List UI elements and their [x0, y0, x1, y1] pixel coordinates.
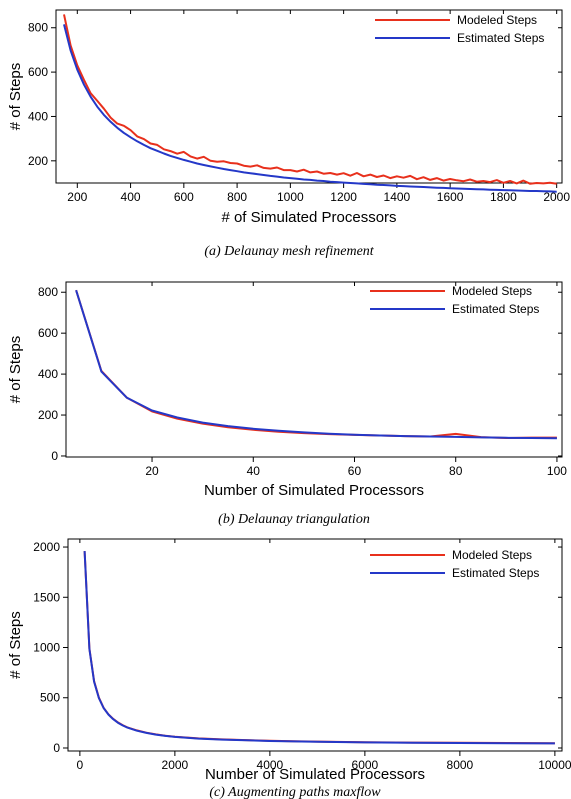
- x-tick-label: 60: [348, 464, 362, 478]
- x-tick-label: 200: [67, 190, 87, 204]
- y-tick-label: 0: [51, 449, 58, 463]
- x-tick-label: 100: [547, 464, 567, 478]
- x-tick-label: 4000: [257, 758, 284, 772]
- y-tick-label: 1500: [33, 590, 60, 604]
- legend-label-estimated: Estimated Steps: [452, 302, 539, 316]
- x-tick-label: 10000: [538, 758, 571, 772]
- x-tick-label: 80: [449, 464, 463, 478]
- x-tick-label: 1000: [277, 190, 304, 204]
- x-tick-label: 1200: [330, 190, 357, 204]
- y-tick-label: 0: [53, 741, 60, 755]
- y-tick-label: 1000: [33, 641, 60, 655]
- y-tick-label: 200: [38, 408, 58, 422]
- x-tick-label: 40: [247, 464, 261, 478]
- x-axis-title: Number of Simulated Processors: [204, 482, 424, 499]
- y-tick-label: 800: [28, 21, 48, 35]
- plot-frame: [65, 281, 563, 458]
- estimated-steps-line: [83, 551, 555, 745]
- chart-panel-3: 0 2000 4000 6000 8000 10000 0 500 1000 1500 2000 Mo…: [7, 538, 571, 799]
- modeled-steps-line: [63, 14, 557, 185]
- x-tick-label: 400: [121, 190, 141, 204]
- x-tick-label: 800: [227, 190, 247, 204]
- y-tick-label: 500: [40, 691, 60, 705]
- figure-caption: (b) Delaunay triangulation: [218, 512, 370, 527]
- y-tick-label: 400: [38, 367, 58, 381]
- figure-caption: (a) Delaunay mesh refinement: [204, 244, 374, 259]
- y-axis-title: # of Steps: [7, 336, 24, 404]
- x-axis-title: Number of Simulated Processors: [205, 766, 425, 783]
- x-tick-label: 20: [145, 464, 159, 478]
- x-tick-label: 8000: [447, 758, 474, 772]
- x-tick-label: 600: [174, 190, 194, 204]
- plot-frame: [55, 9, 563, 184]
- x-tick-label: 2000: [543, 190, 570, 204]
- legend-label-modeled: Modeled Steps: [452, 548, 532, 562]
- chart-panel-2: 20 40 60 80 100 0 200 400 600 800 Modeled Steps Est…: [7, 281, 567, 527]
- x-tick-label: 2000: [162, 758, 189, 772]
- x-axis-title: # of Simulated Processors: [221, 209, 396, 226]
- legend-label-modeled: Modeled Steps: [457, 13, 537, 27]
- y-tick-label: 200: [28, 154, 48, 168]
- x-tick-label: 0: [77, 758, 84, 772]
- x-tick-label: 6000: [352, 758, 379, 772]
- legend-label-modeled: Modeled Steps: [452, 284, 532, 298]
- y-axis-title: # of Steps: [7, 63, 24, 131]
- y-tick-label: 2000: [33, 540, 60, 554]
- estimated-steps-line: [75, 289, 557, 440]
- legend-label-estimated: Estimated Steps: [457, 31, 544, 45]
- y-tick-label: 600: [38, 326, 58, 340]
- x-tick-label: 1800: [490, 190, 517, 204]
- y-tick-label: 600: [28, 65, 48, 79]
- y-tick-label: 400: [28, 109, 48, 123]
- legend-label-estimated: Estimated Steps: [452, 566, 539, 580]
- chart-panel-1: 200 400 600 800 1000 1200 1400 1600 1800 2000 200 4…: [7, 9, 570, 259]
- y-axis-title: # of Steps: [7, 611, 24, 679]
- plot-frame: [67, 538, 563, 752]
- x-tick-label: 1400: [384, 190, 411, 204]
- y-tick-label: 800: [38, 285, 58, 299]
- x-tick-label: 1600: [437, 190, 464, 204]
- figure-caption: (c) Augmenting paths maxflow: [209, 785, 381, 799]
- estimated-steps-line: [63, 24, 557, 193]
